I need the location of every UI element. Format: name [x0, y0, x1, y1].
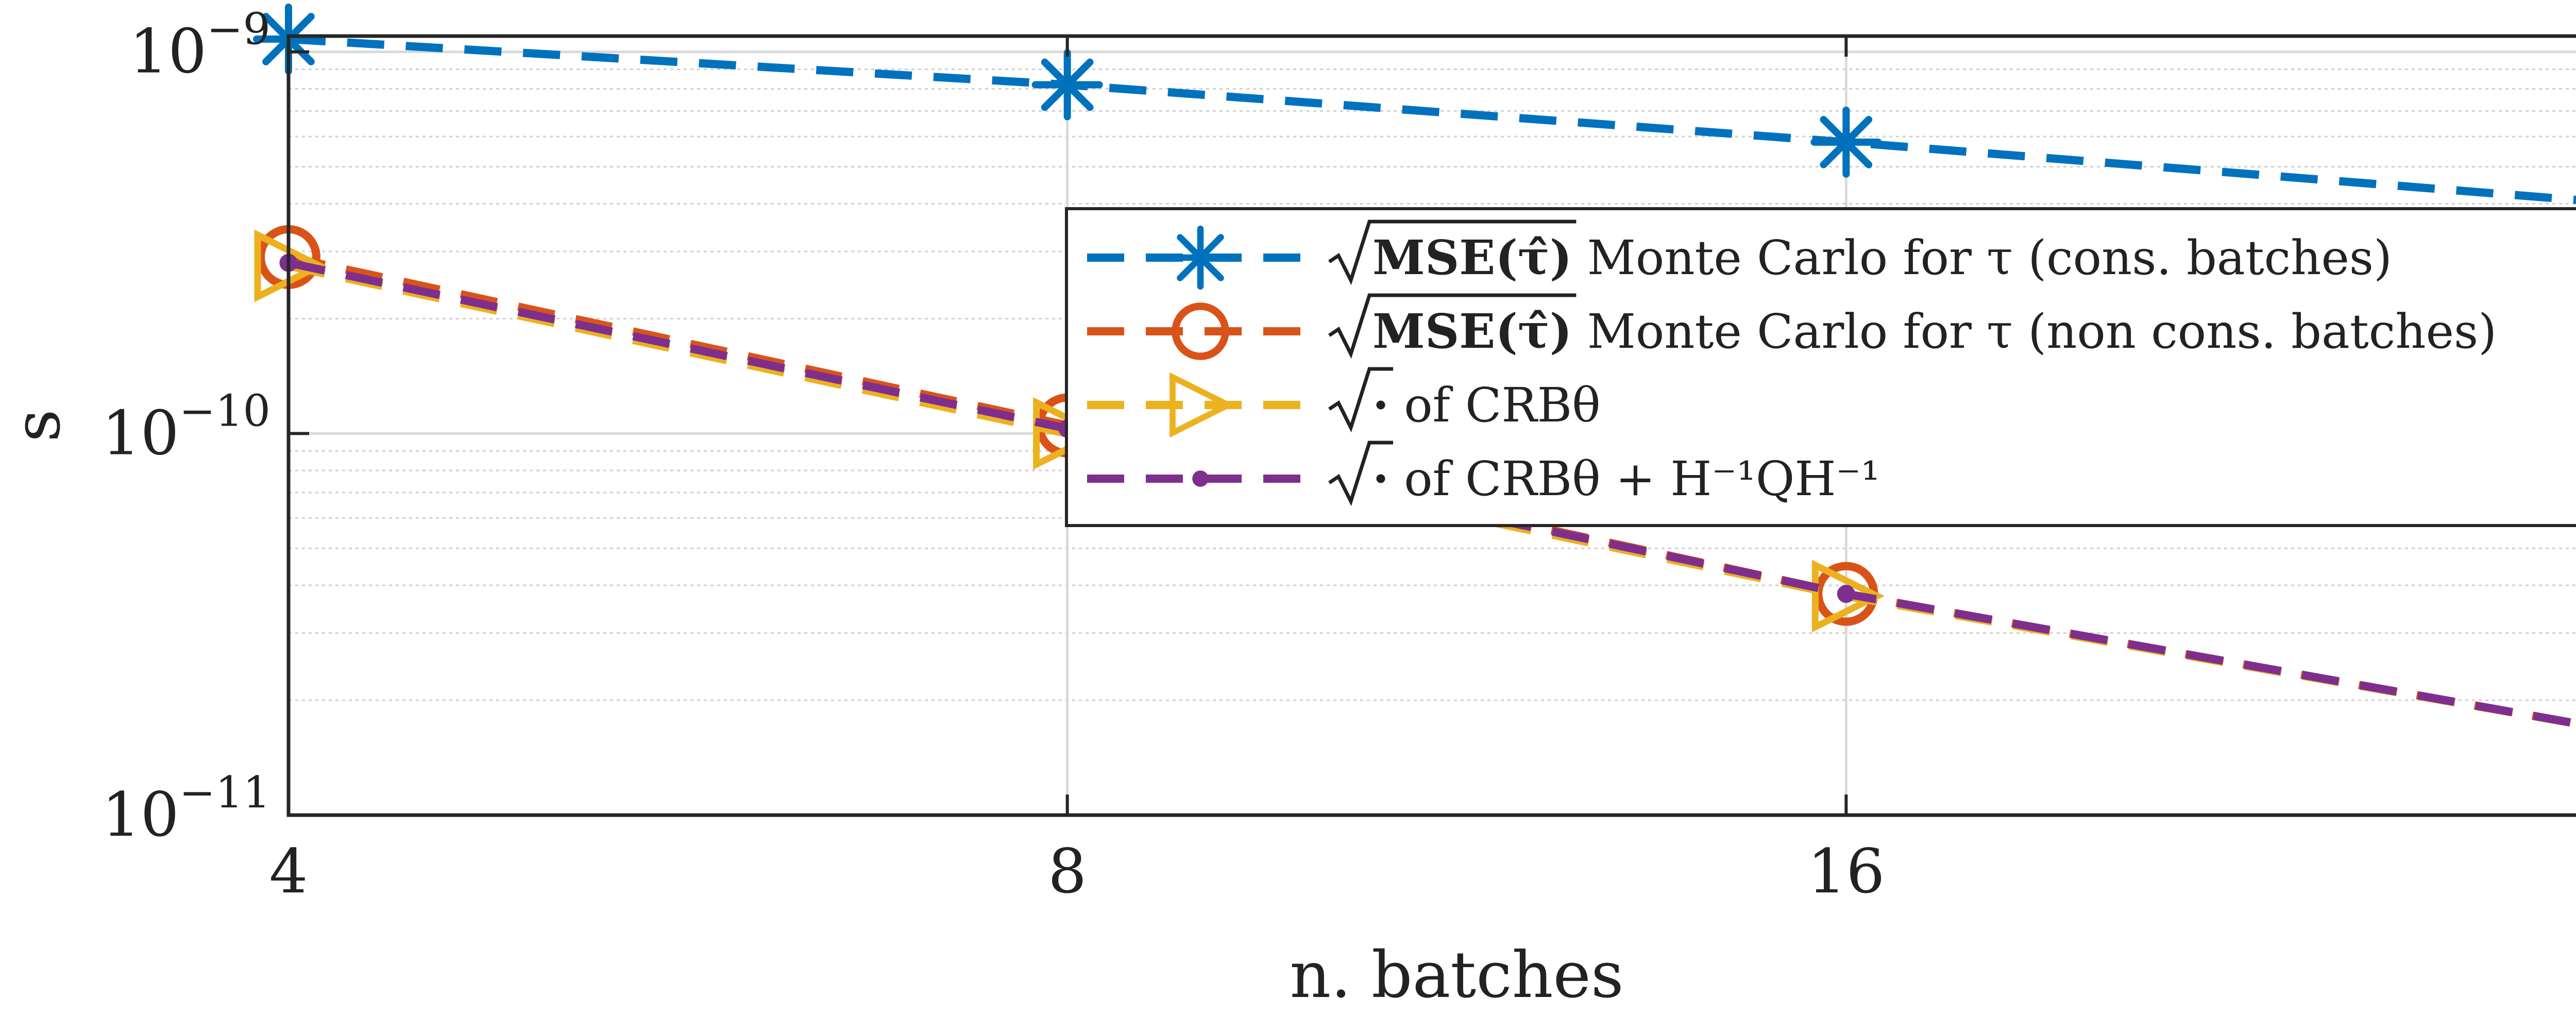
legend-item-CRB: · of CRBθ [1087, 367, 1601, 438]
legend-marker [1170, 372, 1235, 438]
data-point [1837, 585, 1855, 603]
y-tick-label: 10−10 [102, 385, 270, 468]
plot-frame [286, 34, 2576, 817]
y-tick-label: 10−9 [129, 4, 270, 87]
legend: MSE(τ̂) Monte Carlo for τ (cons. batches… [1065, 207, 2576, 527]
legend-marker [1192, 470, 1209, 487]
legend-label: MSE(τ̂) Monte Carlo for τ (non cons. bat… [1372, 303, 2497, 359]
y-axis-label: s [1, 409, 75, 442]
legend-item-MSE-noncons: MSE(τ̂) Monte Carlo for τ (non cons. bat… [1087, 293, 2497, 360]
legend-box [1065, 207, 2576, 527]
series-line [288, 35, 2576, 204]
x-tick-label: 16 [1807, 836, 1885, 907]
series-MSE-cons [253, 3, 2576, 204]
x-tick-label: 4 [269, 836, 308, 907]
data-point [1031, 49, 1103, 121]
legend-item-MSE-cons: MSE(τ̂) Monte Carlo for τ (cons. batches… [1087, 219, 2392, 290]
legend-label: MSE(τ̂) Monte Carlo for τ (cons. batches… [1372, 230, 2392, 285]
legend-label: · of CRBθ + H⁻¹QH⁻¹ [1372, 451, 1880, 506]
data-point [1811, 560, 1885, 633]
data-point [1810, 106, 1882, 178]
y-tick-label: 10−11 [102, 767, 270, 850]
legend-marker [1168, 225, 1233, 290]
legend-marker [1172, 302, 1229, 360]
x-tick-label: 8 [1048, 836, 1087, 907]
legend-label: · of CRBθ [1372, 377, 1601, 433]
legend-item-CRB-H: · of CRBθ + H⁻¹QH⁻¹ [1087, 441, 1880, 506]
x-axis-label: n. batches [1290, 938, 1623, 1012]
